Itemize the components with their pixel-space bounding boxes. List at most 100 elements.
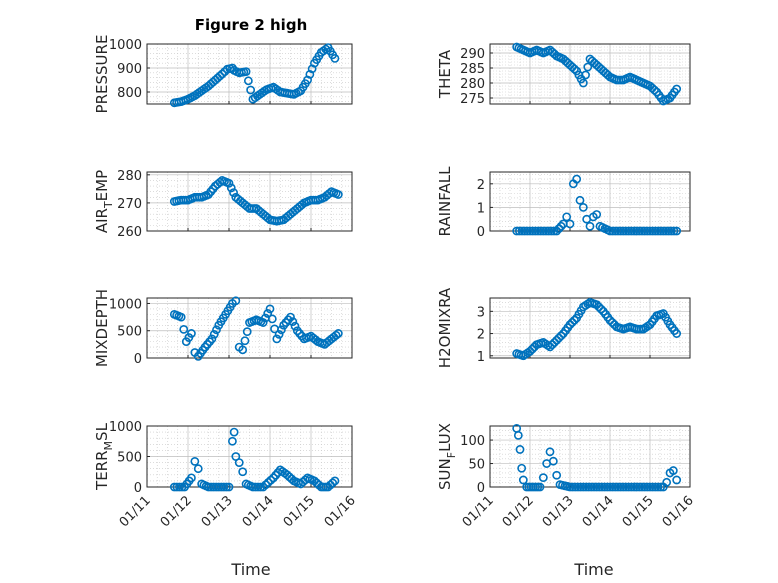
x-tick-label: 01/12 — [500, 493, 537, 530]
data-point — [581, 70, 590, 80]
y-tick-label: 900 — [117, 62, 142, 77]
data-point — [263, 309, 273, 318]
data-point — [290, 321, 300, 331]
data-point — [330, 54, 340, 63]
y-tick-label: 0 — [477, 225, 485, 240]
data-point — [525, 346, 535, 356]
y-tick-label: 500 — [117, 325, 142, 340]
y-tick-label: 800 — [117, 86, 142, 101]
data-point — [552, 226, 562, 236]
data-point — [240, 336, 250, 346]
data-point — [238, 345, 248, 355]
figure-title: Figure 2 high — [195, 16, 308, 34]
plot-frame — [489, 43, 691, 105]
y-tick-label: 1000 — [109, 38, 142, 53]
y-tick-label: 275 — [460, 92, 485, 107]
data-point — [222, 482, 231, 492]
data-point — [517, 463, 527, 473]
y-tick-label: 2 — [477, 178, 485, 193]
y-tick-label: 290 — [460, 47, 485, 62]
y-tick-label: 100 — [460, 434, 485, 449]
data-point — [552, 335, 562, 345]
y-axis-label: MIXDEPTH — [93, 289, 111, 367]
data-point — [668, 466, 678, 475]
y-tick-label: 1000 — [109, 420, 142, 435]
data-point — [565, 219, 575, 229]
y-tick-label: 2 — [477, 328, 485, 343]
data-point — [548, 456, 558, 466]
data-point — [228, 436, 237, 446]
subplot-rainfall: 0 1 2 RAINFALL — [436, 166, 691, 240]
data-point — [215, 71, 225, 81]
data-point — [578, 78, 588, 88]
plot-frame — [146, 171, 353, 232]
plot-frame — [146, 43, 353, 105]
data-point — [594, 302, 604, 312]
data-point — [545, 342, 555, 352]
data-point — [229, 188, 238, 198]
data-point — [554, 333, 564, 343]
data-point — [546, 226, 556, 236]
data-point — [570, 64, 579, 74]
data-point — [565, 320, 575, 330]
data-point — [209, 329, 219, 339]
data-point — [258, 482, 268, 492]
x-tick-label: 01/16 — [660, 493, 697, 530]
data-point — [567, 318, 577, 327]
data-point — [229, 427, 239, 437]
data-point — [261, 480, 271, 490]
data-point — [187, 329, 196, 338]
y-tick-label: 3 — [477, 305, 485, 320]
y-tick-label: 270 — [117, 197, 142, 212]
data-point — [583, 62, 593, 72]
data-point — [243, 76, 253, 86]
data-point — [266, 475, 276, 485]
data-point — [672, 329, 682, 338]
data-point — [527, 344, 537, 354]
y-tick-label: 500 — [117, 451, 142, 466]
data-point — [515, 445, 525, 454]
data-point — [253, 482, 263, 492]
data-point — [592, 210, 602, 219]
data-point — [263, 478, 273, 487]
data-point — [288, 317, 298, 327]
data-point — [231, 296, 241, 306]
x-tick-label: 01/15 — [281, 493, 318, 530]
x-axis-label-right: Time — [573, 560, 613, 579]
x-tick-label: 01/12 — [158, 493, 195, 530]
data-point — [193, 464, 203, 474]
data-point — [179, 324, 189, 334]
data-point — [267, 314, 277, 324]
data-point — [592, 300, 602, 310]
data-point — [272, 334, 282, 344]
data-point — [605, 315, 615, 325]
data-point — [256, 482, 266, 492]
data-point — [219, 482, 229, 492]
data-point — [333, 329, 343, 338]
data-point — [656, 482, 666, 492]
data-point — [570, 315, 579, 325]
y-axis-label: AIRTEMP — [93, 170, 115, 233]
x-axis-label-left: Time — [230, 560, 270, 579]
data-point — [550, 338, 559, 347]
data-point — [662, 477, 672, 487]
data-point — [217, 69, 227, 79]
y-tick-label: 0 — [477, 481, 485, 496]
plot-frame — [489, 171, 691, 232]
y-tick-label: 1 — [477, 201, 485, 216]
data-point — [276, 325, 286, 335]
data-point — [265, 304, 275, 314]
y-tick-label: 50 — [468, 458, 485, 473]
data-point — [549, 226, 559, 236]
x-tick-label: 01/11 — [117, 493, 154, 530]
data-point — [572, 174, 582, 184]
data-point — [333, 190, 343, 199]
y-axis-label: H2OMIXRA — [436, 287, 454, 368]
data-point — [242, 327, 252, 337]
y-tick-label: 280 — [460, 77, 485, 92]
data-point — [328, 478, 338, 488]
data-point — [554, 224, 564, 234]
data-point — [258, 318, 268, 327]
